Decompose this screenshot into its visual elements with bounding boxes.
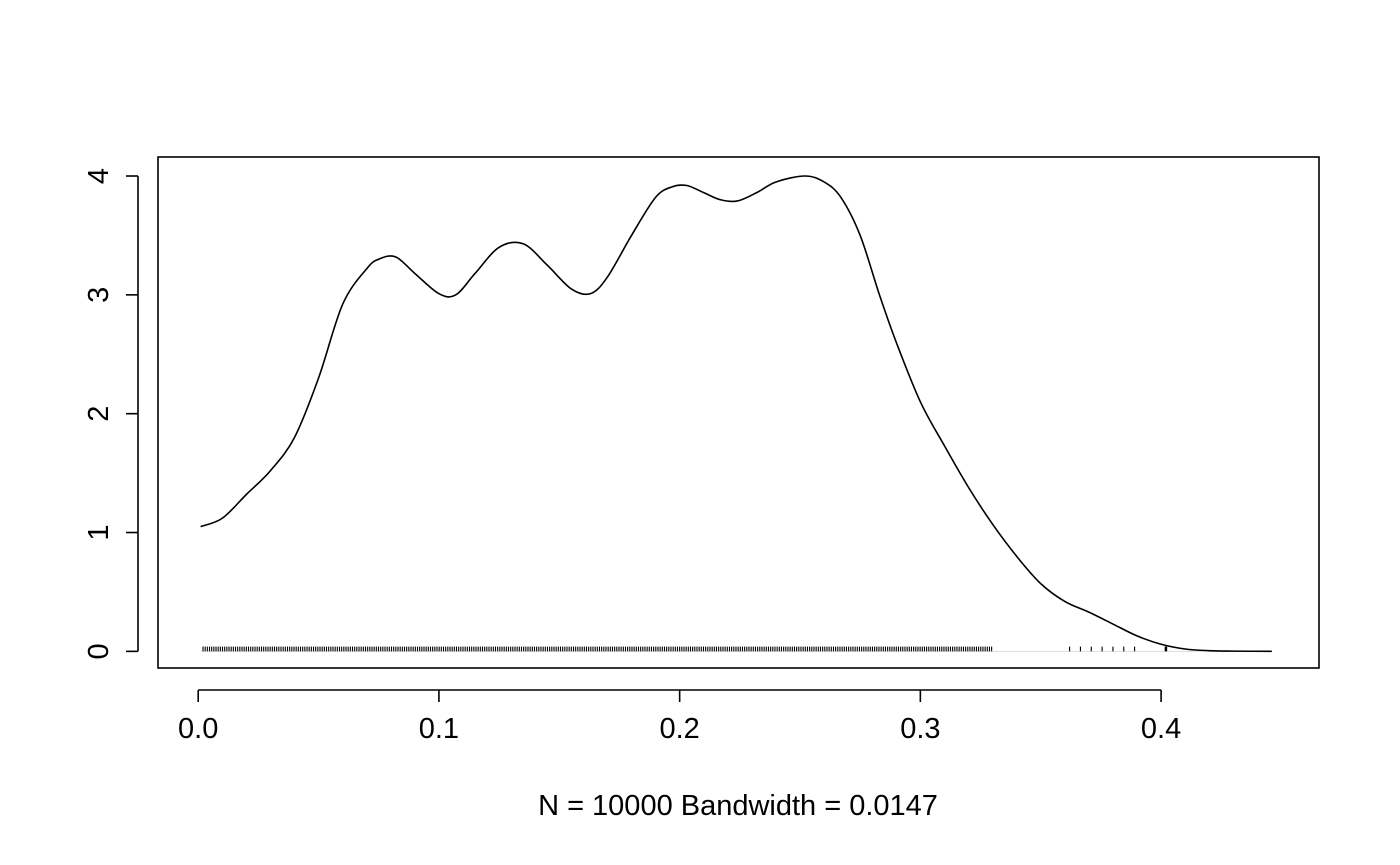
x-tick-label: 0.2 (659, 713, 699, 745)
y-tick-label: 0 (83, 643, 115, 659)
x-axis-label: N = 10000 Bandwidth = 0.0147 (538, 790, 938, 822)
plot-frame (157, 156, 1320, 669)
y-tick-label: 3 (83, 287, 115, 303)
x-tick-label: 0.3 (900, 713, 940, 745)
x-axis: 0.0 0.1 0.2 0.3 0.4 (178, 689, 1181, 745)
rug-marks (200, 646, 1272, 652)
y-tick-label: 1 (83, 524, 115, 540)
x-tick-label: 0.4 (1141, 713, 1181, 745)
y-tick-label: 4 (83, 168, 115, 184)
x-tick-label: 0.1 (419, 713, 459, 745)
density-curve (200, 175, 1272, 653)
y-axis: 0 1 2 3 4 (83, 168, 139, 659)
y-tick-label: 2 (83, 406, 115, 422)
x-tick-label: 0.0 (178, 713, 218, 745)
